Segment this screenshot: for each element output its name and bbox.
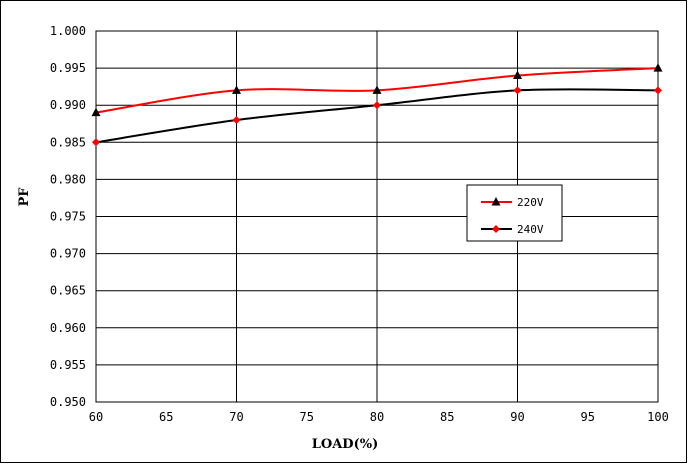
y-tick-label: 0.980 — [50, 172, 86, 186]
data-point — [654, 86, 662, 95]
x-tick-label: 80 — [370, 410, 384, 424]
y-tick-label: 0.955 — [50, 358, 86, 372]
y-tick-label: 0.960 — [50, 321, 86, 335]
y-axis-title: PF — [17, 187, 32, 207]
y-tick-label: 0.985 — [50, 135, 86, 149]
x-tick-labels: 60 65 70 75 80 85 90 95 100 — [89, 410, 669, 424]
data-point — [232, 116, 241, 125]
y-tick-label: 0.970 — [50, 247, 86, 261]
y-tick-label: 0.975 — [50, 210, 86, 224]
y-tick-label: 1.000 — [50, 24, 86, 38]
data-point — [92, 138, 100, 147]
series-220V — [91, 63, 663, 117]
y-tick-label: 0.950 — [50, 395, 86, 409]
x-tick-label: 95 — [581, 410, 595, 424]
y-tick-label: 0.990 — [50, 98, 86, 112]
data-point — [513, 86, 522, 95]
legend-entry: 240V — [481, 223, 544, 236]
x-axis-title: LOAD(%) — [312, 437, 378, 452]
data-point — [91, 107, 101, 117]
y-tick-label: 0.965 — [50, 284, 86, 298]
data-point — [513, 70, 522, 80]
legend-entries: 220V 240V — [481, 196, 544, 236]
y-tick-labels: 0.950 0.955 0.960 0.965 0.970 0.975 0.980 0.985… — [50, 24, 86, 409]
x-tick-label: 70 — [229, 410, 243, 424]
legend-marker — [492, 225, 500, 233]
data-point — [373, 101, 381, 110]
y-tick-label: 0.995 — [50, 61, 86, 75]
legend-box — [466, 184, 563, 242]
data-point — [653, 63, 663, 72]
legend-marker — [491, 197, 501, 206]
legend-entry: 220V — [481, 196, 544, 209]
series-layer — [91, 63, 663, 147]
x-tick-label: 85 — [440, 410, 454, 424]
legend-label: 240V — [517, 223, 544, 236]
data-point — [232, 85, 241, 94]
x-tick-label: 60 — [89, 410, 103, 424]
legend-label: 220V — [517, 196, 544, 209]
x-tick-label: 65 — [159, 410, 173, 424]
series-240V — [92, 86, 662, 147]
legend: 220V 240V — [466, 184, 563, 242]
x-tick-label: 90 — [510, 410, 524, 424]
data-point — [372, 85, 382, 94]
x-tick-label: 100 — [647, 410, 669, 424]
x-tick-label: 75 — [300, 410, 314, 424]
